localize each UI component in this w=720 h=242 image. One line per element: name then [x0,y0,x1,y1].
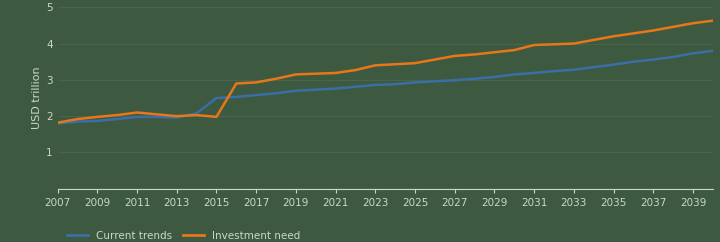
Investment need [688,22,697,25]
Investment need [590,38,598,41]
Investment need [490,51,499,54]
Current trends [669,55,678,58]
Current trends [470,77,479,80]
Investment need [172,115,181,118]
Current trends [688,52,697,55]
Y-axis label: USD trillion: USD trillion [32,67,42,129]
Investment need [708,19,717,22]
Current trends [53,122,62,125]
Current trends [73,120,82,123]
Current trends [113,118,122,121]
Current trends [371,83,379,86]
Current trends [271,92,280,95]
Investment need [311,72,320,75]
Current trends [549,70,558,73]
Current trends [153,115,161,118]
Legend: Current trends, Investment need: Current trends, Investment need [63,227,305,242]
Investment need [570,42,578,45]
Current trends [391,83,400,86]
Investment need [530,44,539,46]
Current trends [490,76,499,78]
Current trends [570,68,578,71]
Investment need [371,64,379,67]
Current trends [212,97,221,99]
Investment need [410,62,419,65]
Investment need [391,63,400,66]
Investment need [252,81,261,84]
Investment need [232,82,240,85]
Investment need [451,54,459,57]
Investment need [192,113,201,116]
Investment need [669,25,678,28]
Current trends [292,89,300,92]
Current trends [530,72,539,75]
Investment need [510,49,518,52]
Investment need [649,29,657,32]
Line: Current trends: Current trends [58,51,713,123]
Investment need [292,73,300,76]
Current trends [252,94,261,97]
Investment need [53,121,62,124]
Current trends [609,63,618,66]
Current trends [172,116,181,119]
Investment need [212,115,221,118]
Investment need [132,111,141,114]
Current trends [311,88,320,91]
Current trends [590,66,598,68]
Investment need [629,32,638,35]
Current trends [629,60,638,63]
Investment need [331,72,340,75]
Current trends [232,95,240,98]
Investment need [153,113,161,116]
Investment need [351,69,360,72]
Investment need [271,77,280,80]
Current trends [351,85,360,88]
Current trends [708,49,717,52]
Current trends [132,115,141,118]
Investment need [93,115,102,118]
Investment need [113,113,122,116]
Current trends [331,87,340,90]
Current trends [93,119,102,122]
Investment need [73,118,82,121]
Current trends [451,79,459,82]
Current trends [431,80,439,83]
Current trends [192,112,201,115]
Current trends [410,81,419,84]
Current trends [649,58,657,61]
Line: Investment need: Investment need [58,21,713,123]
Current trends [510,73,518,76]
Investment need [470,53,479,56]
Investment need [609,35,618,38]
Investment need [549,43,558,46]
Investment need [431,58,439,61]
